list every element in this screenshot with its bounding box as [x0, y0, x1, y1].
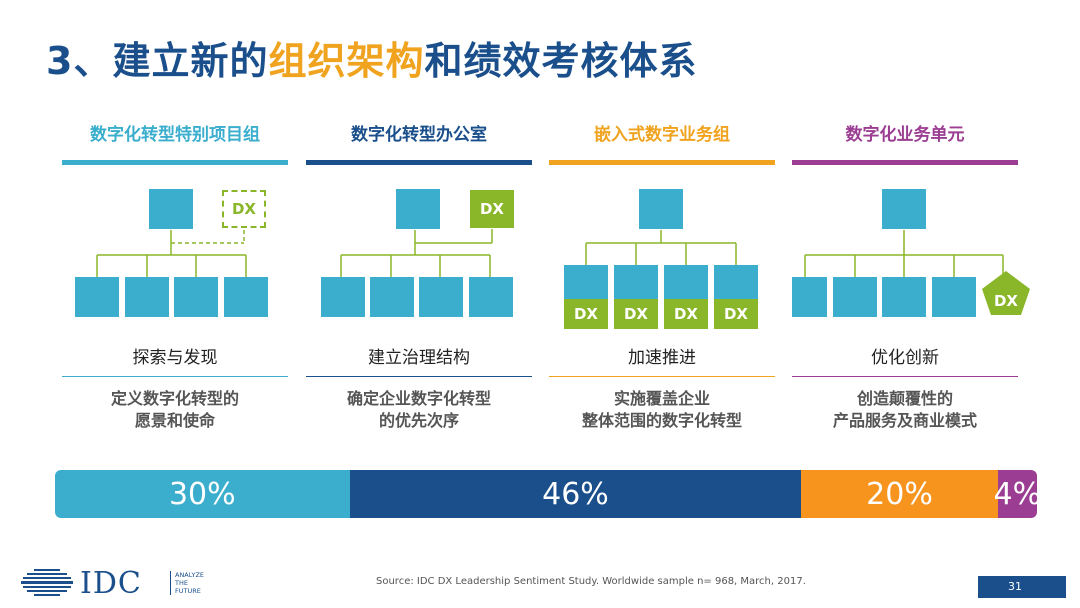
org-top-box [396, 189, 440, 229]
column-heading: 数字化转型办公室 [351, 125, 487, 145]
org-unit-box [321, 277, 365, 317]
dx-tag: DX [614, 299, 658, 329]
distribution-segment: 46% [349, 470, 802, 518]
column-description: 定义数字化转型的 愿景和使命 [62, 388, 288, 432]
idc-logo: IDC ANALYZE THE FUTURE [20, 566, 204, 601]
dx-tag: DX [664, 299, 708, 329]
dx-tag: DX [993, 292, 1019, 310]
column-transformation-office: 数字化转型办公室 DX 建立治理结构 确定企业数字化转型 的优先次序 [306, 118, 532, 430]
column-special-project-team: 数字化转型特别项目组 DX 探索与发现 定义数字化转型的 愿景和使命 [62, 118, 288, 430]
segment-label: 30% [168, 476, 236, 512]
column-underline [62, 160, 288, 165]
column-heading: 数字化业务单元 [845, 125, 965, 145]
title-suffix: 和绩效考核体系 [424, 39, 698, 83]
description-line: 实施覆盖企业 [613, 389, 710, 408]
org-chart: DX [306, 165, 532, 340]
column-caption: 建立治理结构 [368, 348, 470, 368]
column-caption: 加速推进 [628, 348, 696, 368]
caption-divider [549, 376, 775, 377]
org-connectors [564, 189, 758, 299]
description-line: 整体范围的数字化转型 [581, 411, 742, 430]
dx-tag: DX [564, 299, 608, 329]
org-connectors [792, 189, 1030, 317]
logo-tagline: ANALYZE THE FUTURE [170, 571, 220, 595]
dx-tag-dashed: DX [222, 190, 266, 228]
caption-divider [62, 376, 288, 377]
column-heading: 数字化转型特别项目组 [90, 125, 260, 145]
page-number: 31 [978, 576, 1066, 598]
distribution-segment: 20% [801, 470, 998, 518]
logo-text: IDC [80, 566, 142, 601]
org-connectors [75, 189, 268, 317]
org-unit-box [469, 277, 513, 317]
segment-label: 20% [866, 476, 933, 512]
dx-tag: DX [470, 190, 514, 228]
segment-label: 4% [993, 476, 1037, 512]
org-top-box [882, 189, 926, 229]
description-line: 愿景和使命 [134, 411, 215, 430]
column-heading: 嵌入式数字业务组 [594, 125, 730, 145]
org-unit-box [370, 277, 414, 317]
org-unit-box [614, 265, 658, 299]
org-unit-box [714, 265, 758, 299]
page-title: 3、建立新的组织架构和绩效考核体系 [46, 30, 697, 85]
dx-tag: DX [714, 299, 758, 329]
description-line: 产品服务及商业模式 [832, 411, 977, 430]
description-line: 确定企业数字化转型 [346, 389, 491, 408]
column-description: 创造颠覆性的 产品服务及商业模式 [792, 388, 1018, 432]
tagline-line: FUTURE [175, 587, 201, 595]
org-unit-box [564, 265, 608, 299]
tagline-line: ANALYZE [175, 571, 205, 579]
description-line: 创造颠覆性的 [856, 389, 953, 408]
org-unit-box [664, 265, 708, 299]
caption-divider [792, 376, 1018, 377]
globe-icon [21, 569, 73, 596]
org-chart: DX [62, 165, 288, 340]
segment-label: 46% [542, 476, 609, 512]
distribution-segment: 30% [55, 470, 350, 518]
org-top-box [639, 189, 683, 229]
caption-divider [306, 376, 532, 377]
column-underline [306, 160, 532, 165]
source-note: Source: IDC DX Leadership Sentiment Stud… [376, 576, 806, 587]
org-unit-box [932, 277, 976, 317]
column-underline [549, 160, 775, 165]
title-prefix: 3、建立新的 [46, 39, 269, 83]
column-caption: 探索与发现 [132, 348, 218, 368]
column-embedded-digital-team: 嵌入式数字业务组 DX DX DX DX 加速推进 实施覆盖企业 整体范围的数字… [549, 118, 775, 430]
org-unit-box [882, 277, 926, 317]
description-line: 的优先次序 [378, 411, 459, 430]
org-unit-box [419, 277, 463, 317]
column-digital-business-unit: 数字化业务单元 DX 优化创新 创造颠覆性的 产品服务及商业模式 [792, 118, 1030, 430]
column-description: 确定企业数字化转型 的优先次序 [306, 388, 532, 432]
column-description: 实施覆盖企业 整体范围的数字化转型 [549, 388, 775, 432]
distribution-segment: 4% [994, 470, 1037, 518]
column-underline [792, 160, 1018, 165]
org-unit-box [833, 277, 877, 317]
org-chart: DX DX DX DX [549, 165, 775, 340]
org-unit-box [792, 277, 827, 317]
tagline-line: THE [175, 579, 188, 587]
org-unit-box [75, 277, 119, 317]
org-connectors [321, 189, 513, 317]
org-unit-box [224, 277, 268, 317]
org-chart: DX [792, 165, 1030, 340]
org-unit-box [125, 277, 169, 317]
dx-pentagon [982, 271, 1030, 315]
org-unit-box [174, 277, 218, 317]
column-caption: 优化创新 [871, 348, 939, 368]
title-highlight: 组织架构 [268, 39, 425, 83]
description-line: 定义数字化转型的 [110, 389, 239, 408]
org-top-box [149, 189, 193, 229]
distribution-bar: 30% 46% 20% 4% [55, 470, 1037, 518]
